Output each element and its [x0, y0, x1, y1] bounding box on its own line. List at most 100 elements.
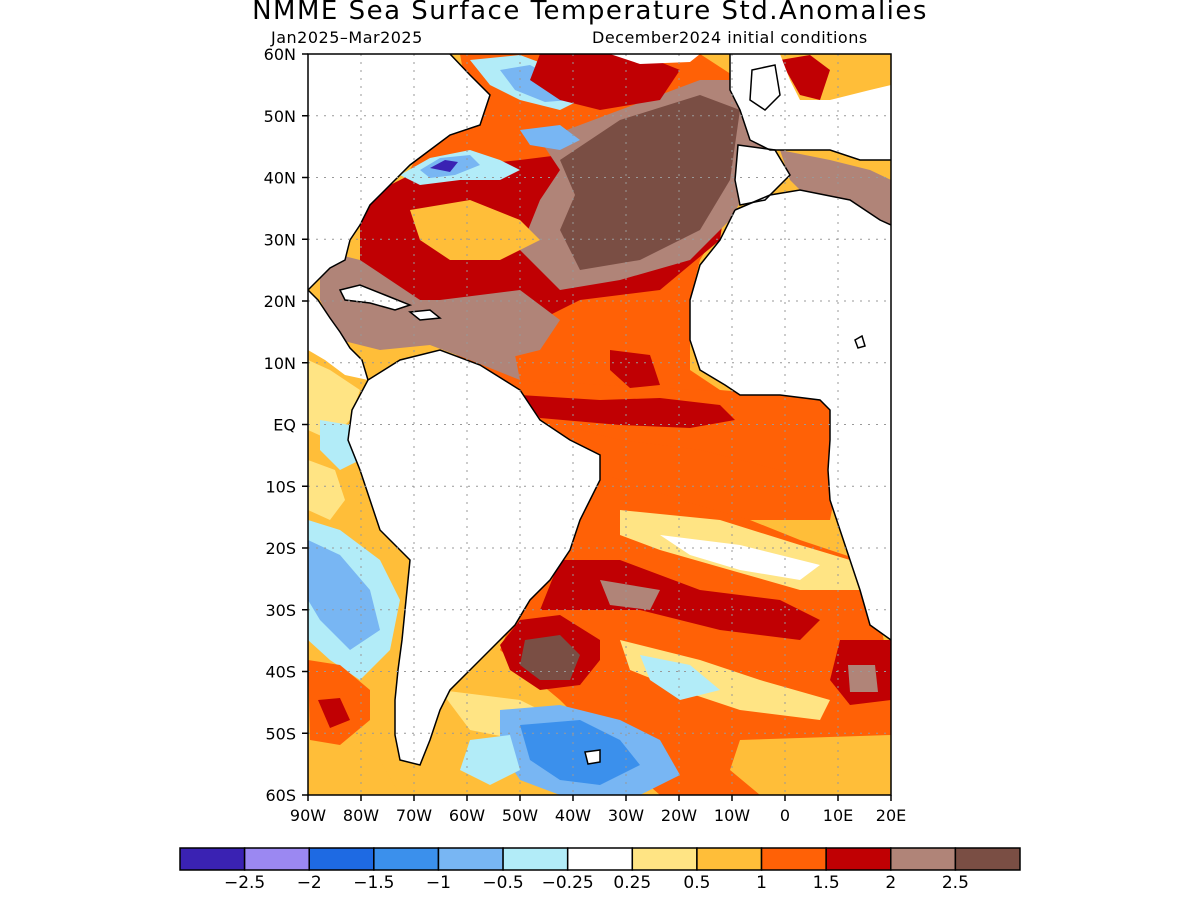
lat-tick-label: 50S	[265, 724, 296, 743]
anomaly-red-equator2	[610, 350, 660, 388]
colorbar-label: −2.5	[224, 873, 265, 893]
colorbar-swatch	[760, 847, 827, 871]
anomaly-brown-south	[600, 580, 660, 610]
lat-tick-label: 60N	[264, 45, 296, 64]
colorbar-label: −1	[426, 873, 451, 893]
colorbar-swatch	[566, 847, 634, 871]
coast-island-gulf-guinea	[854, 334, 866, 349]
coast-hispaniola	[408, 309, 442, 321]
anomaly-lightblue-south2	[640, 655, 720, 700]
coast-south-georgia	[584, 749, 601, 765]
colorbar-swatch	[308, 847, 375, 871]
lat-tick-label: 40S	[265, 663, 296, 682]
colorbar-label: 0.25	[613, 873, 651, 893]
coast-uk	[749, 64, 781, 111]
forecast-period: Jan2025–Mar2025	[271, 28, 423, 47]
colorbar-swatch	[243, 847, 310, 871]
lat-tick-label: 20S	[265, 539, 296, 558]
anomaly-red-equator	[520, 395, 735, 428]
lon-tick-label: 90W	[290, 806, 326, 825]
anomaly-darkbrown-north	[560, 95, 740, 270]
anomaly-red-pacific-south	[318, 698, 350, 728]
land-greenland	[610, 54, 700, 64]
colorbar-swatch	[437, 847, 504, 871]
colorbar-swatch	[954, 847, 1021, 871]
anomaly-yellow-south3	[730, 735, 891, 795]
anomaly-red-north-upper	[530, 54, 680, 110]
anomaly-brown-agulhas	[848, 665, 878, 692]
colorbar-swatch	[502, 847, 569, 871]
coast-south-america	[347, 349, 601, 766]
lon-tick-label: 30W	[608, 806, 644, 825]
lon-tick-label: 10W	[714, 806, 750, 825]
lat-tick-label: 60S	[265, 786, 296, 805]
lon-tick-label: 0	[780, 806, 790, 825]
anomaly-darkbrown-falklands	[520, 635, 580, 680]
lat-tick-label: 50N	[264, 107, 296, 126]
colorbar-label: −1.5	[353, 873, 394, 893]
coast-central-america	[308, 289, 369, 381]
colorbar-label: 0.5	[683, 873, 710, 893]
lon-tick-label: 60W	[449, 806, 485, 825]
lat-tick-label: 10N	[264, 354, 296, 373]
colorbar: −2.5 −2 −1.5 −1 −0.5 −0.25 0.25 0.5 1 1.5 2 2.5	[179, 847, 1021, 893]
lon-tick-label: 20E	[876, 806, 906, 825]
land-cuba	[340, 285, 410, 310]
anomaly-yellow-north	[410, 200, 540, 260]
land-uk	[750, 65, 780, 110]
anomaly-lightyellow-pacific	[308, 360, 360, 440]
lat-tick-label: 30S	[265, 601, 296, 620]
lon-tick-label: 10E	[823, 806, 853, 825]
anomaly-brown-atlantic	[440, 290, 560, 360]
coast-africa	[689, 189, 891, 641]
anomaly-brown-med	[780, 150, 891, 225]
anomaly-lightblue-south3	[460, 735, 520, 785]
coast-north-america	[308, 54, 491, 291]
colorbar-swatch	[631, 847, 698, 871]
anomaly-blue-pacific	[308, 540, 380, 650]
colorbar-label: −2	[297, 873, 322, 893]
colorbar-label: 1	[756, 873, 767, 893]
map-title: NMME Sea Surface Temperature Std.Anomali…	[252, 0, 928, 26]
coast-iberia	[734, 144, 791, 206]
colorbar-swatch	[696, 847, 763, 871]
lat-tick-label: 20N	[264, 292, 296, 311]
lat-tick-label: EQ	[273, 416, 296, 435]
anomaly-blue-north2	[520, 125, 580, 150]
anomaly-yellow-pacific-south	[308, 745, 400, 795]
gridlines	[308, 54, 891, 795]
land-africa	[690, 190, 891, 640]
lon-tick-label: 20W	[661, 806, 697, 825]
lon-tick-label: 80W	[343, 806, 379, 825]
latitude-axis: 60N 50N 40N 30N 20N 10N EQ 10S 20S 30S 40S 50S 60S	[264, 45, 308, 805]
colorbar-label: 2	[885, 873, 896, 893]
land-south-america	[348, 350, 600, 765]
land-south-georgia	[585, 750, 600, 764]
lat-tick-label: 30N	[264, 230, 296, 249]
anomaly-lightyellow-pacific2	[308, 460, 345, 520]
anomaly-red-south	[540, 560, 820, 640]
anomaly-field	[308, 54, 891, 795]
lon-tick-label: 70W	[396, 806, 432, 825]
initial-conditions: December2024 initial conditions	[592, 28, 868, 47]
anomaly-white-south	[660, 535, 820, 580]
lat-tick-label: 40N	[264, 169, 296, 188]
land-iberia	[735, 145, 790, 205]
longitude-axis: 90W 80W 70W 60W 50W 40W 30W 20W 10W 0 10E 20E	[290, 795, 906, 825]
colorbar-swatch	[373, 847, 440, 871]
anomaly-lightyellow-south2	[620, 640, 830, 720]
colorbar-swatch	[825, 847, 892, 871]
anomaly-darkblue-gulfstream	[430, 160, 458, 172]
colorbar-swatch	[890, 847, 957, 871]
lat-tick-label: 10S	[265, 477, 296, 496]
land-central-america	[308, 290, 368, 380]
colorbar-label: −0.5	[482, 873, 523, 893]
anomaly-midblue-south	[520, 720, 640, 785]
colorbar-label: −0.25	[542, 873, 594, 893]
colorbar-label: 1.5	[813, 873, 840, 893]
colorbar-label: 2.5	[942, 873, 969, 893]
coastlines	[308, 54, 891, 766]
land-north-america	[308, 54, 490, 290]
lon-tick-label: 50W	[502, 806, 538, 825]
